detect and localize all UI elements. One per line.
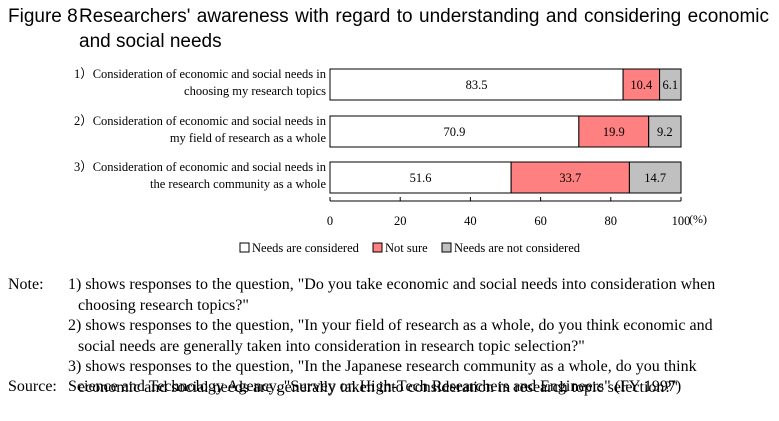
data-label: 10.4 (630, 78, 653, 92)
data-label: 6.1 (662, 78, 678, 92)
data-label: 33.7 (559, 171, 581, 185)
note-line: economic and social needs are generally … (78, 378, 679, 396)
note-line: 3) shows responses to the question, "In … (68, 358, 697, 375)
legend-swatch (239, 242, 250, 253)
notes: 1) shows responses to the question, "Do … (68, 275, 766, 398)
bar (648, 115, 682, 148)
data-label: 70.9 (443, 125, 465, 139)
x-tick-label: 80 (605, 214, 618, 228)
data-label: 51.6 (410, 171, 432, 185)
x-tick-label: 20 (394, 214, 407, 228)
note-line: 1) shows responses to the question, "Do … (68, 276, 716, 293)
legend-label: Not sure (385, 241, 428, 255)
bar (329, 161, 512, 194)
data-label: 9.2 (657, 125, 673, 139)
note-label: Note: (8, 276, 44, 293)
category-label: my field of research as a whole (170, 131, 327, 145)
data-label: 83.5 (466, 78, 488, 92)
bar (628, 161, 682, 194)
category-label: choosing my research topics (184, 84, 326, 98)
data-label: 14.7 (644, 171, 666, 185)
category-label: the research community as a whole (150, 177, 326, 191)
source-label: Source: (8, 378, 57, 395)
figure-title: Researchers' awareness with regard to un… (79, 6, 769, 52)
x-tick-label: 100 (672, 214, 691, 228)
legend-swatch (441, 242, 452, 253)
note-line: social needs are generally taken into co… (78, 337, 585, 355)
figure-label: Figure 8 (8, 6, 78, 27)
bar (510, 161, 630, 194)
source-text: Science and Technology Agency. "Survey o… (68, 378, 682, 395)
x-tick-label: 40 (464, 214, 477, 228)
category-label: 2）Consideration of economic and social n… (74, 114, 327, 128)
legend-label: Needs are not considered (454, 241, 581, 255)
data-label: 19.9 (603, 125, 625, 139)
note-line: choosing research topics?" (78, 296, 249, 314)
category-label: 1）Consideration of economic and social n… (74, 67, 327, 81)
bar (329, 68, 624, 101)
x-unit-label: (%) (689, 212, 707, 226)
category-label: 3）Consideration of economic and social n… (74, 160, 327, 174)
legend-label: Needs are considered (252, 241, 360, 255)
legend-swatch (372, 242, 383, 253)
bar (659, 68, 682, 101)
x-tick-label: 60 (534, 214, 547, 228)
x-tick-label: 0 (327, 214, 333, 228)
stacked-bar-chart: 1）Consideration of economic and social n… (74, 67, 707, 255)
note-line: 2) shows responses to the question, "In … (68, 317, 713, 334)
